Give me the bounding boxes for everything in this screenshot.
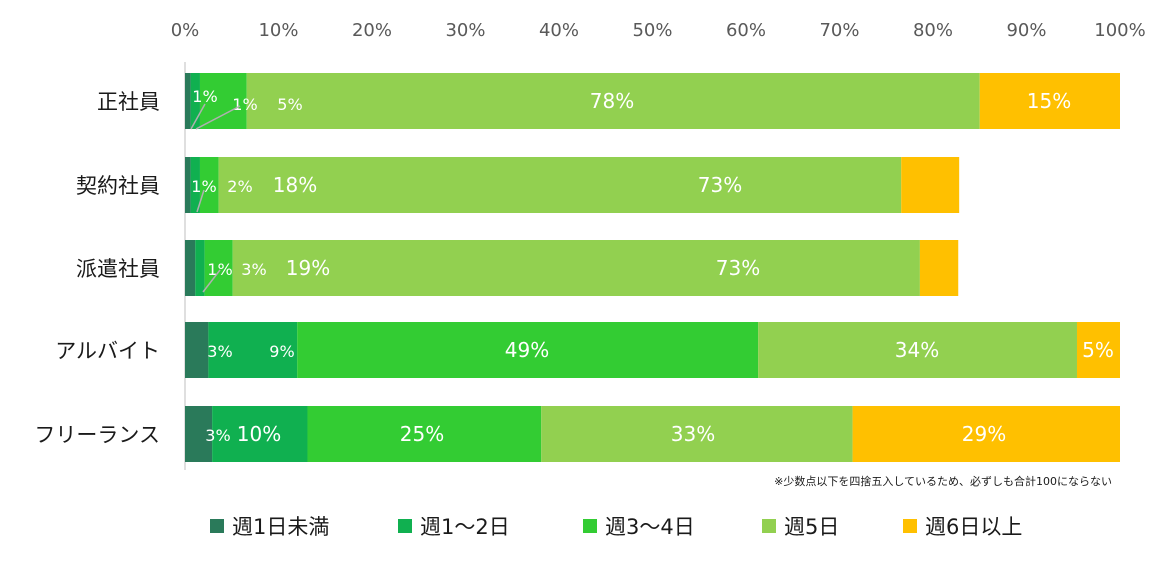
x-tick-label: 30%	[445, 20, 485, 41]
bar-segment	[204, 240, 233, 296]
x-tick-label: 50%	[632, 20, 672, 41]
x-tick-label: 80%	[913, 20, 953, 41]
leader-line	[202, 269, 221, 293]
category-label: 正社員	[97, 90, 160, 114]
legend-swatch	[762, 519, 776, 533]
data-label: 6%	[1074, 173, 1106, 197]
x-tick-label: 90%	[1006, 20, 1046, 41]
category-label: フリーランス	[34, 423, 160, 447]
leader-line	[195, 105, 241, 130]
legend-label: 週1日未満	[232, 515, 329, 539]
bar-segment	[212, 406, 308, 462]
bar-segment	[218, 157, 902, 213]
data-label: 3%	[207, 342, 232, 361]
x-tick-label: 100%	[1094, 20, 1145, 41]
legend-swatch	[210, 519, 224, 533]
bar-segment	[758, 322, 1077, 378]
bar-segment	[307, 406, 542, 462]
data-label: 3%	[241, 260, 266, 279]
legend-label: 週3～4日	[605, 515, 695, 539]
bar-segment	[1076, 322, 1120, 378]
bar-segment	[195, 240, 205, 296]
data-label: 19%	[286, 256, 330, 280]
data-label: 10%	[237, 422, 281, 446]
data-label: 15%	[1027, 89, 1071, 113]
category-label: 派遣社員	[76, 257, 160, 281]
data-label: 25%	[400, 422, 444, 446]
data-label: 9%	[269, 342, 294, 361]
bar-segment	[901, 157, 960, 213]
category-label: 契約社員	[76, 174, 160, 198]
data-label: 34%	[895, 338, 939, 362]
data-label: 49%	[505, 338, 549, 362]
bar-segment	[246, 73, 980, 129]
bar-segment	[199, 157, 219, 213]
data-label: 3%	[205, 426, 230, 445]
bar-segment	[979, 73, 1120, 129]
legend-swatch	[583, 519, 597, 533]
bar-segment	[541, 406, 853, 462]
data-label: 73%	[698, 173, 742, 197]
bar-segment	[232, 240, 920, 296]
data-label: 5%	[277, 95, 302, 114]
x-tick-label: 40%	[539, 20, 579, 41]
legend-label: 週6日以上	[925, 515, 1022, 539]
x-tick-label: 10%	[258, 20, 298, 41]
bar-segment	[185, 406, 213, 462]
x-tick-label: 0%	[171, 20, 200, 41]
legend-swatch	[398, 519, 412, 533]
legend-swatch	[903, 519, 917, 533]
data-label: 1%	[207, 260, 232, 279]
x-tick-label: 60%	[726, 20, 766, 41]
data-label: 5%	[1082, 338, 1114, 362]
category-label: アルバイト	[55, 339, 160, 363]
data-label: 29%	[962, 422, 1006, 446]
bar-segment	[185, 322, 209, 378]
footnote: ※少数点以下を四捨五入しているため、必ずしも合計100にならない	[774, 474, 1112, 488]
bar-segment	[185, 240, 196, 296]
legend-label: 週5日	[784, 515, 839, 539]
x-tick-label: 70%	[819, 20, 859, 41]
bar-segment	[185, 73, 191, 129]
data-label: 4%	[1084, 256, 1116, 280]
bar-segment	[208, 322, 298, 378]
bar-segment	[919, 240, 959, 296]
data-label: 1%	[191, 177, 216, 196]
data-label: 2%	[227, 177, 252, 196]
bar-segment	[190, 73, 200, 129]
data-label: 78%	[590, 89, 634, 113]
data-label: 33%	[671, 422, 715, 446]
leader-line	[190, 103, 206, 130]
bar-segment	[297, 322, 759, 378]
legend-label: 週1～2日	[420, 515, 510, 539]
data-label: 1%	[192, 87, 217, 106]
data-label: 73%	[716, 256, 760, 280]
leader-line	[196, 189, 205, 213]
bar-segment	[199, 73, 247, 129]
data-label: 18%	[273, 173, 317, 197]
bar-segment	[852, 406, 1120, 462]
bar-segment	[185, 157, 191, 213]
data-label: 1%	[232, 95, 257, 114]
bar-segment	[190, 157, 200, 213]
x-tick-label: 20%	[352, 20, 392, 41]
